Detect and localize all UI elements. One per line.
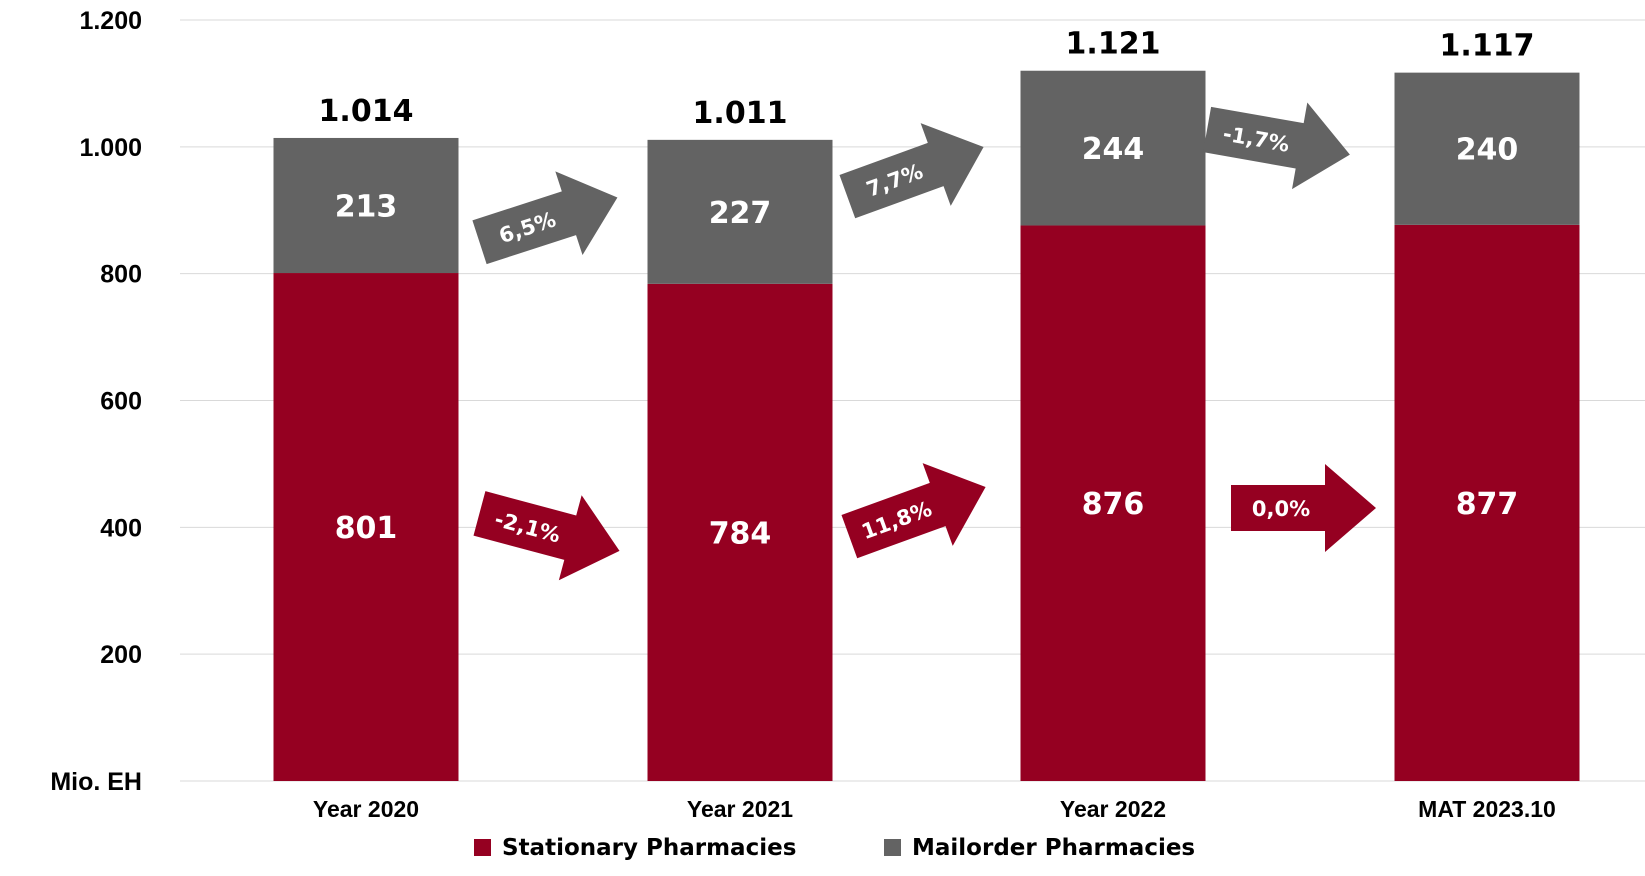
data-label-stationary: 801 [335, 511, 398, 546]
bar-mailorder [1394, 72, 1580, 225]
bar-mailorder [647, 139, 833, 284]
y-tick-label: 600 [100, 388, 142, 416]
y-tick-label: 1.200 [79, 7, 142, 35]
x-tick-label: Year 2021 [687, 796, 793, 822]
legend-swatch-stationary [474, 839, 491, 856]
growth-arrow-shape [1203, 102, 1350, 190]
growth-arrow-stationary: -2,1% [473, 491, 620, 581]
data-label-mailorder: 227 [709, 196, 772, 231]
y-tick-label: 1.000 [79, 134, 142, 162]
data-label-mailorder: 240 [1456, 133, 1519, 168]
growth-arrow-shape [472, 171, 618, 265]
y-unit-label: Mio. EH [50, 768, 142, 796]
bar-stationary [1394, 224, 1580, 782]
legend-label-stationary: Stationary Pharmacies [502, 835, 796, 861]
bar-stationary [1020, 225, 1206, 782]
y-tick-label: 200 [100, 641, 142, 669]
data-label-stationary: 876 [1082, 487, 1145, 522]
y-tick-label: 400 [100, 514, 142, 542]
growth-arrow-stationary: 0,0% [1231, 464, 1376, 552]
legend-label-mailorder: Mailorder Pharmacies [912, 835, 1195, 861]
bar-mailorder [1020, 70, 1206, 226]
growth-arrow-shape [473, 491, 620, 581]
growth-arrow-shape [839, 123, 984, 219]
data-label-stationary: 877 [1456, 487, 1519, 522]
bar-stationary [273, 273, 459, 781]
bar-mailorder [273, 137, 459, 274]
growth-arrow-label: 0,0% [1252, 497, 1310, 521]
growth-arrow-shape [1231, 464, 1376, 552]
x-tick-label: Year 2020 [313, 796, 419, 822]
growth-arrow-mailorder: 6,5% [472, 171, 618, 265]
growth-arrow-mailorder: 7,7% [839, 123, 984, 219]
total-label: 1.011 [693, 96, 788, 131]
growth-arrow-mailorder: -1,7% [1203, 102, 1350, 190]
data-label-mailorder: 244 [1082, 132, 1145, 167]
growth-arrow-shape [841, 463, 986, 559]
growth-arrow-stationary: 11,8% [841, 463, 986, 559]
data-label-mailorder: 213 [335, 189, 398, 224]
bar-stationary [647, 283, 833, 781]
total-label: 1.014 [319, 94, 414, 129]
x-tick-label: Year 2022 [1060, 796, 1166, 822]
y-tick-label: 800 [100, 261, 142, 289]
total-label: 1.121 [1066, 27, 1161, 62]
legend-swatch-mailorder [884, 839, 901, 856]
x-tick-label: MAT 2023.10 [1418, 796, 1556, 822]
total-label: 1.117 [1440, 29, 1535, 64]
data-label-stationary: 784 [709, 516, 772, 551]
